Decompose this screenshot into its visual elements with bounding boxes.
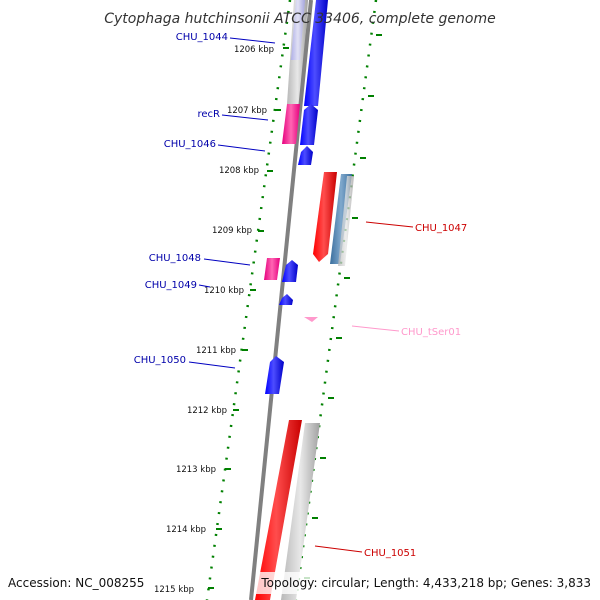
gene-chu-1048-feature[interactable] — [264, 258, 280, 280]
gene-recr-pink-feature[interactable] — [282, 104, 300, 144]
gene-label-chu-1046[interactable]: CHU_1046 — [164, 139, 216, 150]
gene-label-recr[interactable]: recR — [198, 109, 221, 120]
gc-skew-ring — [281, 0, 320, 600]
forward-rna-track — [264, 104, 300, 280]
gene-labels: CHU_1044 recR CHU_1046 CHU_1048 CHU_1049… — [134, 32, 468, 559]
tick-label: 1210 kbp — [204, 286, 244, 296]
genome-summary: Topology: circular; Length: 4,433,218 bp… — [260, 576, 591, 590]
tick-label: 1212 kbp — [187, 406, 227, 416]
forward-cds-track — [265, 0, 328, 394]
tick-label: 1208 kbp — [219, 166, 259, 176]
gene-chu-1049-feature[interactable] — [282, 260, 298, 282]
inner-dotted-ring — [205, 0, 292, 600]
gene-label-chu-1049[interactable]: CHU_1049 — [145, 280, 197, 291]
gene-label-chu-1048[interactable]: CHU_1048 — [149, 253, 201, 264]
tick-label: 1206 kbp — [234, 45, 274, 55]
reverse-cds-track — [255, 172, 337, 600]
gene-chu-1051-feature[interactable] — [255, 420, 302, 600]
gene-chu-1050-feature[interactable] — [265, 356, 284, 394]
gene-label-chu-1044[interactable]: CHU_1044 — [176, 32, 228, 43]
tick-label: 1209 kbp — [212, 226, 252, 236]
gene-label-chu-1051[interactable]: CHU_1051 — [364, 548, 416, 559]
gene-chu-1044-feature[interactable] — [304, 0, 328, 106]
kbp-tick-labels: 1206 kbp 1207 kbp 1208 kbp 1209 kbp 1210… — [154, 45, 274, 595]
trna-chu-tser01-feature[interactable] — [304, 317, 318, 322]
gene-chu-1046-feature[interactable] — [298, 146, 313, 165]
tick-label: 1211 kbp — [196, 346, 236, 356]
tick-label: 1207 kbp — [227, 106, 267, 116]
tick-label: 1214 kbp — [166, 525, 206, 535]
reverse-rna-track — [330, 174, 354, 266]
gene-chu-1047-feature[interactable] — [313, 172, 337, 262]
map-title: Cytophaga hutchinsonii ATCC 33406, compl… — [104, 11, 495, 27]
gene-small-feature[interactable] — [279, 294, 293, 305]
gene-label-chu-tser01[interactable]: CHU_tSer01 — [401, 327, 461, 338]
gene-label-chu-1050[interactable]: CHU_1050 — [134, 355, 186, 366]
gene-recr-feature[interactable] — [300, 104, 318, 145]
tick-label: 1215 kbp — [154, 585, 194, 595]
gene-label-chu-1047[interactable]: CHU_1047 — [415, 223, 467, 234]
accession-label: Accession: NC_008255 — [8, 576, 144, 590]
genome-backbone — [249, 0, 313, 600]
tick-label: 1213 kbp — [176, 465, 216, 475]
gene-label-leaders — [188, 37, 414, 553]
